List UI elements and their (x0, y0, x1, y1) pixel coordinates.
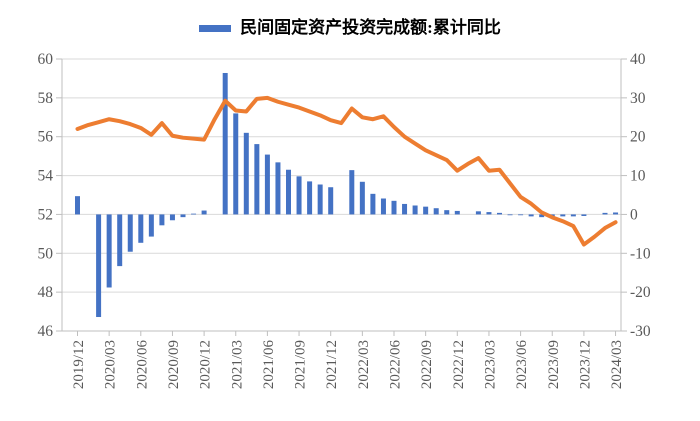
bar (117, 214, 123, 267)
bar (191, 213, 197, 215)
bar (180, 214, 186, 218)
bar (518, 214, 524, 216)
x-axis-tick-label: 2020/12 (198, 340, 214, 389)
line-path (75, 95, 618, 247)
bar (222, 72, 228, 215)
x-axis-tick-label: 2022/03 (356, 340, 372, 389)
right-axis-tick-label: -30 (630, 323, 651, 340)
bar (402, 203, 408, 215)
axis-tick-marks (56, 58, 627, 336)
bar (486, 212, 492, 215)
bar (328, 187, 334, 215)
left-axis-tick-label: 54 (38, 168, 54, 185)
x-axis-tick-label: 2021/03 (229, 340, 245, 389)
bar (359, 181, 365, 215)
bar (412, 205, 418, 215)
bar (454, 210, 460, 215)
x-axis-labels: 2019/12 2020/03 2020/06 2020/09 2020/12 2021/… (71, 340, 625, 390)
right-axis-tick-label: 40 (630, 51, 646, 68)
line-series (75, 95, 618, 247)
left-axis-labels: 46 48 50 52 54 56 58 60 (38, 51, 54, 340)
gridlines (62, 58, 621, 332)
right-axis-tick-label: 30 (630, 90, 646, 107)
bar (475, 211, 481, 215)
x-axis-tick-label: 2019/12 (71, 340, 87, 389)
left-axis-tick-label: 56 (38, 129, 54, 146)
x-axis-tick-label: 2021/09 (293, 340, 309, 389)
bar (539, 214, 545, 218)
axis-lines (61, 59, 622, 332)
bar (560, 214, 566, 217)
legend: 民间固定资产投资完成额:累计同比 (0, 16, 700, 40)
bar (370, 193, 376, 215)
bar (349, 170, 355, 215)
left-axis-tick-label: 48 (38, 284, 54, 301)
bar (581, 214, 587, 216)
bar (570, 214, 576, 217)
left-axis-tick-label: 46 (38, 323, 54, 340)
left-axis-tick-label: 52 (38, 206, 54, 223)
x-axis-tick-label: 2021/06 (261, 340, 277, 390)
x-axis-tick-label: 2021/12 (324, 340, 340, 389)
x-axis-tick-label: 2020/03 (103, 340, 119, 389)
bar (317, 184, 323, 215)
bar (275, 162, 281, 215)
bar (106, 214, 112, 288)
left-axis-tick-label: 58 (38, 90, 54, 107)
bar (138, 214, 144, 243)
x-axis-tick-label: 2023/09 (546, 340, 562, 389)
bar (75, 196, 80, 215)
bar (444, 210, 450, 215)
x-axis-tick-label: 2020/09 (166, 340, 182, 389)
bar (127, 214, 133, 252)
bar (423, 206, 429, 215)
bar (507, 214, 513, 216)
x-axis-tick-label: 2020/06 (134, 340, 150, 390)
bar (254, 144, 260, 215)
bar (286, 169, 291, 215)
right-axis-tick-label: -10 (630, 245, 651, 262)
bar-series (75, 72, 619, 318)
x-axis-tick-label: 2022/09 (419, 340, 435, 389)
bar (380, 198, 386, 215)
right-axis-tick-label: 20 (630, 129, 646, 146)
bar (391, 200, 397, 215)
legend-series-label: 民间固定资产投资完成额:累计同比 (240, 18, 501, 37)
bar (433, 208, 439, 215)
left-axis-tick-label: 50 (38, 245, 54, 262)
x-axis-tick-label: 2023/12 (577, 340, 593, 389)
x-axis-tick-label: 2024/03 (609, 340, 625, 389)
x-axis-tick-label: 2022/12 (451, 340, 467, 389)
bar (613, 212, 619, 215)
bar (201, 210, 207, 215)
bar (497, 212, 502, 215)
bar (307, 181, 313, 215)
left-axis-tick-label: 60 (38, 51, 54, 68)
right-axis-tick-label: 10 (630, 168, 646, 185)
bar (243, 132, 249, 215)
legend-swatch-icon (199, 24, 232, 32)
x-axis-tick-label: 2022/06 (388, 340, 404, 390)
bar (96, 214, 102, 318)
right-axis-tick-label: -20 (630, 284, 651, 301)
bar (159, 214, 165, 226)
bar (296, 176, 302, 215)
bar (169, 214, 175, 221)
x-axis-tick-label: 2023/06 (514, 340, 530, 390)
right-axis-tick-label: 0 (630, 206, 638, 223)
bar (148, 214, 154, 237)
bar (233, 113, 239, 215)
x-axis-tick-label: 2023/03 (482, 340, 498, 389)
right-axis-labels: -30 -20 -10 0 10 20 30 40 (630, 51, 651, 340)
bar (264, 154, 270, 215)
bar (602, 212, 608, 215)
bar (528, 214, 534, 217)
